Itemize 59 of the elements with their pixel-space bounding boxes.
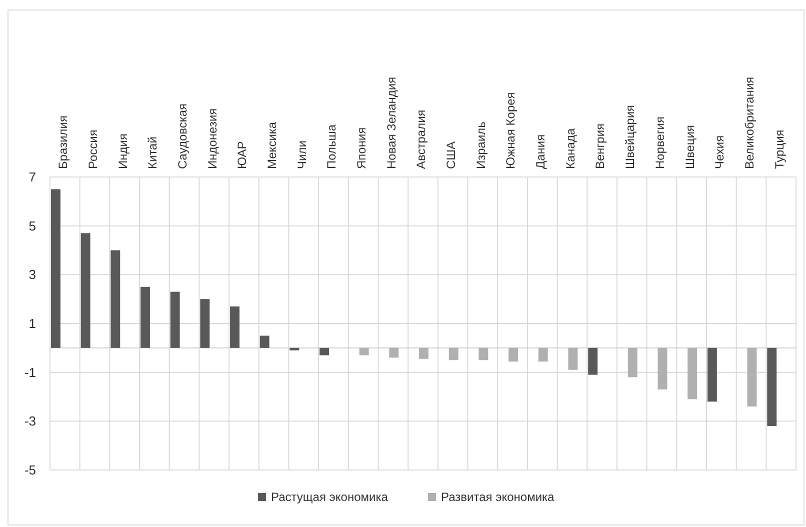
bar [478, 348, 488, 360]
bar [110, 250, 120, 348]
bar [320, 348, 330, 356]
bar [448, 348, 458, 360]
x-tick-label: Чехия [712, 135, 727, 169]
x-tick-label: Бразилия [56, 116, 70, 169]
bar [568, 348, 578, 370]
bar [707, 348, 717, 402]
x-tick-label: ЮАР [235, 141, 250, 169]
x-tick-label: Венгрия [593, 123, 608, 169]
x-tick-label: Польша [324, 124, 339, 169]
bar [389, 348, 399, 358]
x-tick-label: Австралия [414, 110, 428, 169]
y-tick-label: 5 [28, 218, 36, 234]
x-tick-label: Турция [772, 130, 786, 169]
x-tick-label: Индия [116, 134, 130, 169]
x-tick-label: Чили [294, 140, 309, 169]
bar [140, 286, 150, 348]
x-tick-label: Новая Зеландия [384, 76, 398, 169]
bar [628, 348, 638, 378]
bar [200, 299, 210, 348]
legend-label: Развитая экономика [441, 490, 555, 504]
x-tick-label: Норвегия [652, 116, 667, 169]
bar [290, 348, 300, 350]
legend-label: Растущая экономика [271, 490, 388, 504]
y-tick-label: -5 [24, 462, 36, 478]
bar [359, 348, 369, 356]
y-tick-label: 3 [28, 267, 36, 282]
bar [50, 189, 60, 348]
x-tick-label: Россия [86, 130, 100, 169]
bar [747, 348, 757, 407]
x-tick-label: Южная Корея [504, 92, 518, 169]
y-tick-label: -1 [24, 364, 36, 380]
bar [260, 336, 270, 348]
bar [419, 348, 428, 359]
x-tick-label: Япония [354, 127, 369, 169]
bar [80, 233, 90, 348]
x-tick-label: Великобритания [742, 76, 756, 169]
y-tick-label: 7 [28, 170, 36, 185]
y-tick-label: -3 [24, 414, 36, 429]
x-tick-label: Мексика [265, 122, 279, 169]
bar [767, 348, 777, 426]
bar [230, 306, 240, 348]
x-tick-label: Индонезия [205, 108, 220, 169]
y-tick-label: 1 [28, 316, 36, 332]
x-tick-label: Саудовская [175, 103, 190, 169]
bar [588, 348, 598, 375]
x-tick-label: Швеция [682, 125, 697, 169]
x-tick-label: Китай [146, 136, 160, 169]
bar [508, 348, 518, 362]
x-tick-label: Канада [563, 128, 578, 169]
x-tick-label: Дания [534, 134, 548, 169]
x-tick-label: США [444, 141, 458, 169]
x-tick-label: Швейцария [623, 104, 638, 169]
bar [658, 348, 668, 390]
x-tick-label: Израиль [474, 122, 488, 169]
bar [688, 348, 698, 400]
bar [170, 292, 180, 348]
bar [538, 348, 548, 362]
